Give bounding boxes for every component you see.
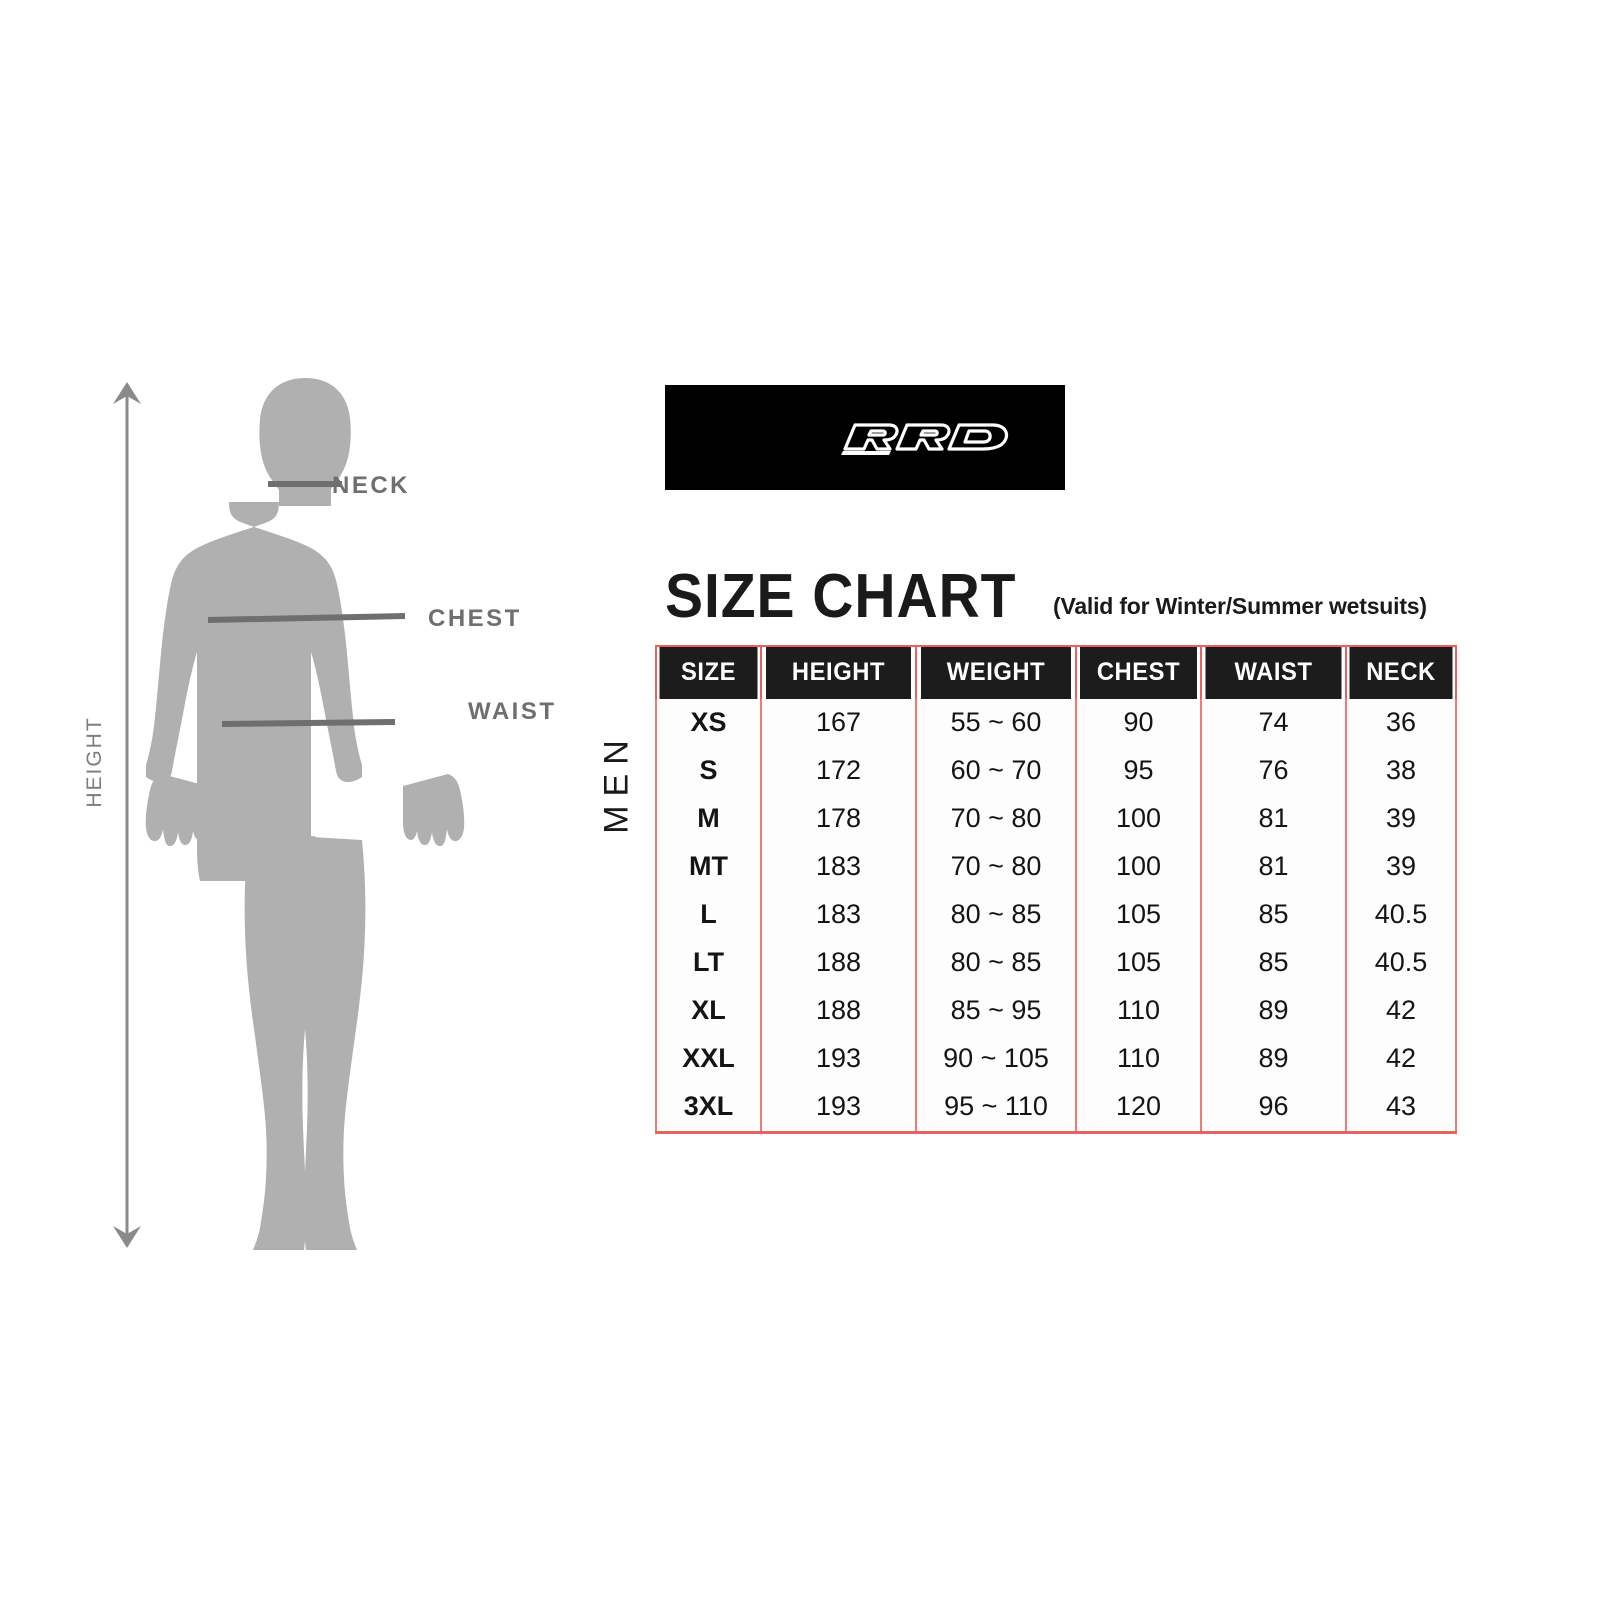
height-arrow-icon <box>113 382 141 1248</box>
cell-weight: 85 ~ 95 <box>915 986 1077 1035</box>
cell-size: XL <box>655 986 762 1035</box>
column-header-height: HEIGHT <box>763 644 914 699</box>
cell-neck: 39 <box>1345 842 1457 891</box>
cell-size: LT <box>655 938 762 987</box>
cell-weight: 60 ~ 70 <box>915 746 1077 795</box>
chest-label: CHEST <box>428 605 522 632</box>
cell-waist: 81 <box>1200 842 1347 891</box>
waist-measure-line <box>221 719 396 727</box>
table-row: MT 183 70 ~ 80 100 81 39 <box>655 842 1457 891</box>
column-header-size: SIZE <box>657 644 760 699</box>
size-chart-table: SIZE HEIGHT WEIGHT CHEST WAIST NECK XS 1… <box>655 644 1457 1134</box>
cell-chest: 90 <box>1075 698 1202 747</box>
body-silhouette <box>145 378 465 1250</box>
table-row: XXL 193 90 ~ 105 110 89 42 <box>655 1034 1457 1083</box>
table-row: XL 188 85 ~ 95 110 89 42 <box>655 986 1457 1035</box>
column-header-chest: CHEST <box>1078 644 1199 699</box>
table-row: 3XL 193 95 ~ 110 120 96 43 <box>655 1082 1457 1134</box>
cell-neck: 42 <box>1345 986 1457 1035</box>
chest-measure-line <box>207 613 406 623</box>
cell-neck: 36 <box>1345 698 1457 747</box>
cell-height: 193 <box>760 1034 917 1083</box>
cell-waist: 74 <box>1200 698 1347 747</box>
table-header-row: SIZE HEIGHT WEIGHT CHEST WAIST NECK <box>656 644 1456 699</box>
cell-weight: 80 ~ 85 <box>915 938 1077 987</box>
cell-chest: 120 <box>1075 1082 1202 1134</box>
cell-chest: 110 <box>1075 986 1202 1035</box>
page-title: SIZE CHART <box>665 562 1017 631</box>
body-measurement-diagram: HEIGHT NECK CHEST WAIST <box>60 360 600 1270</box>
waist-label: WAIST <box>468 698 557 725</box>
cell-neck: 40.5 <box>1345 890 1457 939</box>
cell-neck: 43 <box>1345 1082 1457 1134</box>
column-header-weight: WEIGHT <box>919 644 1073 699</box>
chart-title-row: SIZE CHART (Valid for Winter/Summer wets… <box>665 562 1470 631</box>
table-row: XS 167 55 ~ 60 90 74 36 <box>655 698 1457 747</box>
cell-weight: 80 ~ 85 <box>915 890 1077 939</box>
cell-size: M <box>655 794 762 843</box>
column-header-neck: NECK <box>1347 644 1455 699</box>
table-row: L 183 80 ~ 85 105 85 40.5 <box>655 890 1457 939</box>
cell-waist: 89 <box>1200 1034 1347 1083</box>
cell-neck: 39 <box>1345 794 1457 843</box>
cell-neck: 42 <box>1345 1034 1457 1083</box>
cell-neck: 38 <box>1345 746 1457 795</box>
chart-subtitle: (Valid for Winter/Summer wetsuits) <box>1053 592 1427 619</box>
table-row: S 172 60 ~ 70 95 76 38 <box>655 746 1457 795</box>
cell-waist: 89 <box>1200 986 1347 1035</box>
cell-height: 167 <box>760 698 917 747</box>
cell-size: MT <box>655 842 762 891</box>
cell-size: XS <box>655 698 762 747</box>
neck-label: NECK <box>332 472 411 499</box>
cell-waist: 85 <box>1200 938 1347 987</box>
table-wrapper: MEN SIZE HEIGHT WEIGHT CHEST WAIST NECK … <box>598 644 1470 1134</box>
cell-waist: 96 <box>1200 1082 1347 1134</box>
cell-weight: 70 ~ 80 <box>915 842 1077 891</box>
height-label: HEIGHT <box>83 716 106 808</box>
cell-waist: 76 <box>1200 746 1347 795</box>
size-chart-panel: SIZE CHART (Valid for Winter/Summer wets… <box>598 385 1470 1134</box>
cell-weight: 55 ~ 60 <box>915 698 1077 747</box>
brand-banner <box>665 385 1065 490</box>
cell-weight: 70 ~ 80 <box>915 794 1077 843</box>
cell-height: 183 <box>760 842 917 891</box>
column-header-waist: WAIST <box>1203 644 1344 699</box>
cell-weight: 95 ~ 110 <box>915 1082 1077 1134</box>
cell-height: 183 <box>760 890 917 939</box>
table-row: M 178 70 ~ 80 100 81 39 <box>655 794 1457 843</box>
cell-chest: 100 <box>1075 794 1202 843</box>
gender-group-label: MEN <box>597 731 636 834</box>
cell-chest: 105 <box>1075 938 1202 987</box>
cell-chest: 105 <box>1075 890 1202 939</box>
cell-chest: 110 <box>1075 1034 1202 1083</box>
cell-chest: 100 <box>1075 842 1202 891</box>
cell-size: 3XL <box>655 1082 762 1134</box>
cell-waist: 81 <box>1200 794 1347 843</box>
rrd-logo-icon <box>841 423 1009 455</box>
cell-neck: 40.5 <box>1345 938 1457 987</box>
cell-size: L <box>655 890 762 939</box>
cell-weight: 90 ~ 105 <box>915 1034 1077 1083</box>
table-row: LT 188 80 ~ 85 105 85 40.5 <box>655 938 1457 987</box>
cell-height: 188 <box>760 986 917 1035</box>
cell-size: S <box>655 746 762 795</box>
cell-chest: 95 <box>1075 746 1202 795</box>
cell-size: XXL <box>655 1034 762 1083</box>
cell-height: 188 <box>760 938 917 987</box>
cell-height: 193 <box>760 1082 917 1134</box>
cell-waist: 85 <box>1200 890 1347 939</box>
cell-height: 178 <box>760 794 917 843</box>
cell-height: 172 <box>760 746 917 795</box>
